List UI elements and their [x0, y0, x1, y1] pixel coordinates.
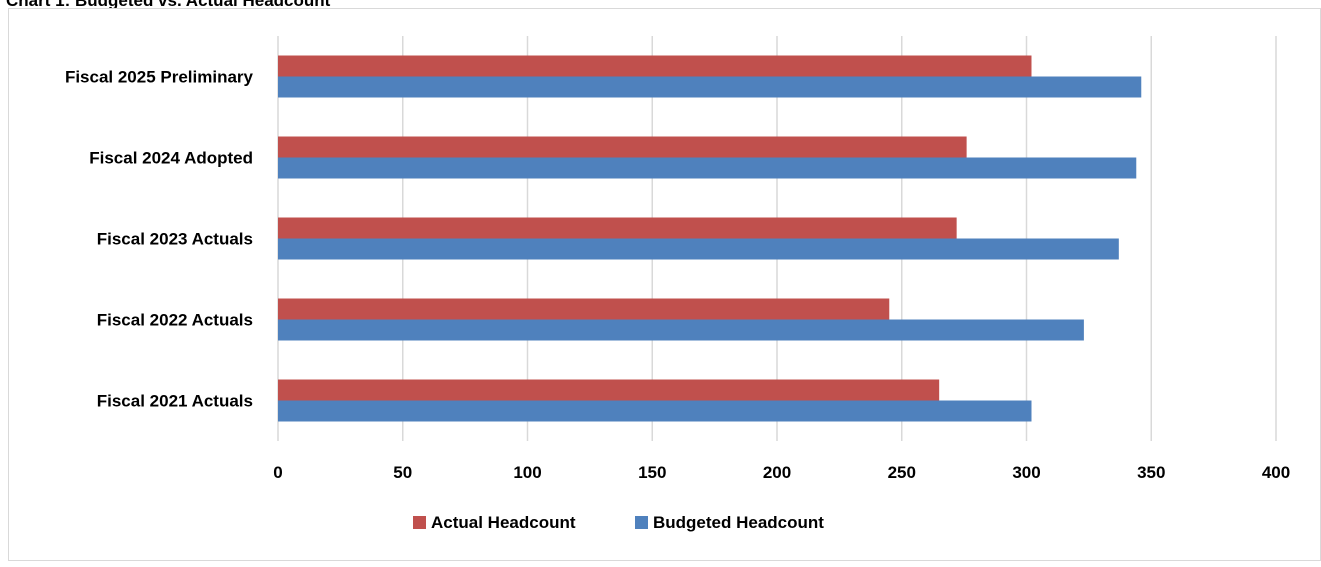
category-label: Fiscal 2023 Actuals: [97, 230, 253, 249]
bar-budgeted-headcount: [278, 157, 1137, 179]
legend-swatch: [413, 516, 426, 529]
x-tick-label: 200: [763, 463, 791, 482]
x-tick-label: 400: [1262, 463, 1290, 482]
bar-actual-headcount: [278, 136, 967, 158]
legend-item: Actual Headcount: [413, 513, 576, 532]
x-tick-label: 100: [513, 463, 541, 482]
legend-item: Budgeted Headcount: [635, 513, 824, 532]
x-tick-labels: 0 50 100 150 200 250 300 350 400: [273, 463, 1290, 482]
category-label: Fiscal 2024 Adopted: [89, 149, 253, 168]
x-tick-label: 300: [1012, 463, 1040, 482]
bars: [278, 55, 1142, 422]
category-labels: Fiscal 2021 Actuals Fiscal 2022 Actuals Fi…: [65, 68, 254, 411]
category-label: Fiscal 2021 Actuals: [97, 392, 253, 411]
x-tick-label: 150: [638, 463, 666, 482]
gridlines: [277, 36, 1277, 441]
page-title: Chart 1: Budgeted vs. Actual Headcount: [6, 0, 331, 10]
category-label: Fiscal 2025 Preliminary: [65, 68, 254, 87]
x-tick-label: 0: [273, 463, 282, 482]
x-tick-label: 50: [393, 463, 412, 482]
legend-label: Actual Headcount: [431, 513, 576, 532]
bar-actual-headcount: [278, 55, 1032, 77]
bar-actual-headcount: [278, 217, 957, 239]
bar-budgeted-headcount: [278, 400, 1032, 422]
legend-swatch: [635, 516, 648, 529]
bar-budgeted-headcount: [278, 76, 1142, 98]
legend: Actual Headcount Budgeted Headcount: [413, 513, 824, 532]
bar-actual-headcount: [278, 298, 890, 320]
x-tick-label: 350: [1137, 463, 1165, 482]
legend-label: Budgeted Headcount: [653, 513, 824, 532]
bar-budgeted-headcount: [278, 238, 1119, 260]
bar-actual-headcount: [278, 379, 940, 401]
headcount-bar-chart: Fiscal 2021 Actuals Fiscal 2022 Actuals Fi…: [65, 36, 1290, 532]
category-label: Fiscal 2022 Actuals: [97, 311, 253, 330]
chart-frame: Fiscal 2021 Actuals Fiscal 2022 Actuals Fi…: [8, 8, 1321, 561]
x-tick-label: 250: [888, 463, 916, 482]
bar-budgeted-headcount: [278, 319, 1084, 341]
